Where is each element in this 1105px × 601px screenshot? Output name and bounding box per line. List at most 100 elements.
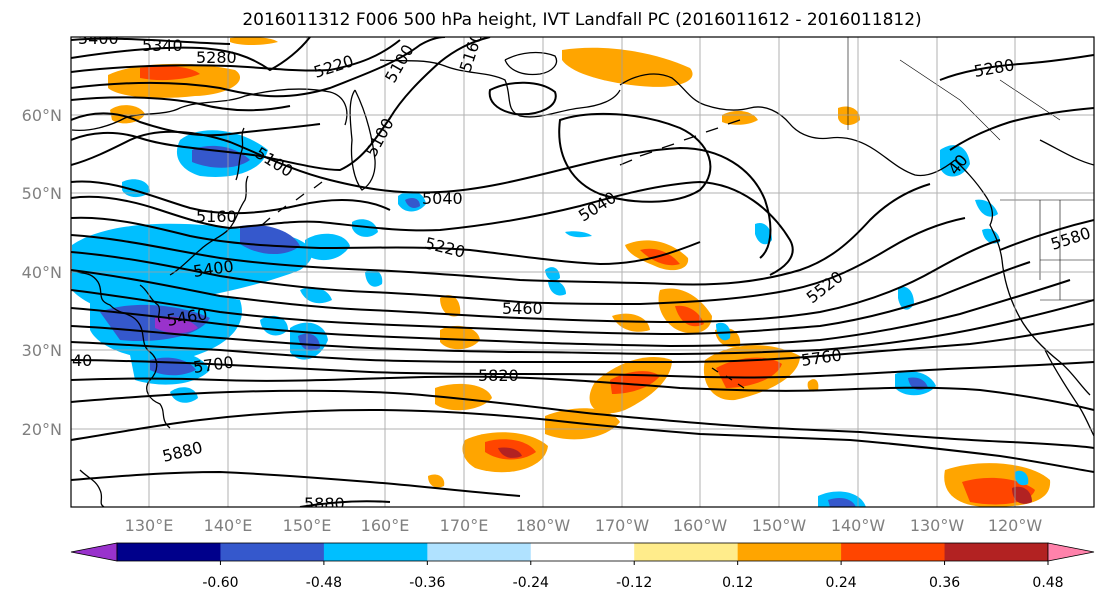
height-contour	[71, 96, 291, 112]
lon-label: 170°W	[595, 516, 650, 535]
coastline-chukotka	[504, 51, 558, 76]
ivt-blob	[640, 248, 680, 266]
ivt-blob	[352, 219, 378, 237]
height-contours	[71, 37, 1094, 507]
height-contour	[71, 389, 1094, 449]
lon-label: 130°W	[910, 516, 965, 535]
ivt-blob	[545, 267, 560, 281]
ivt-blob	[300, 287, 332, 304]
chart-title: 2016011312 F006 500 hPa height, IVT Land…	[242, 10, 921, 30]
graticule	[71, 37, 1094, 507]
colorbar-tick-label: -0.60	[202, 575, 238, 591]
coastline-asia	[71, 269, 171, 429]
colorbar-tick-label: 0.36	[929, 575, 960, 591]
lon-label: 150°W	[752, 516, 807, 535]
lon-label: 130°E	[125, 516, 174, 535]
ivt-blob	[365, 269, 383, 287]
height-contour	[71, 299, 1094, 356]
height-contour	[71, 183, 931, 286]
lat-label: 40°N	[22, 263, 62, 282]
ivt-blob	[548, 280, 566, 296]
colorbar-extend-low	[70, 542, 118, 562]
colorbar-segment	[117, 543, 221, 561]
lon-label: 160°E	[361, 516, 410, 535]
ivt-blob	[230, 37, 278, 45]
contour-label: 5340	[142, 36, 183, 55]
lat-label: 50°N	[22, 184, 62, 203]
lon-label: 140°W	[831, 516, 886, 535]
coastline-uswest	[1001, 259, 1091, 396]
ivt-blob	[140, 66, 200, 81]
height-contour	[71, 130, 772, 259]
colorbar-segment	[634, 543, 739, 561]
coastline-aleutians	[619, 119, 741, 166]
ivt-blob	[440, 295, 461, 317]
coastline-baja	[1044, 349, 1094, 437]
colorbar-tick-label: -0.12	[616, 575, 652, 591]
coastline-sakhalin	[235, 127, 245, 181]
ivt-blob	[565, 231, 592, 238]
ivt-blob	[305, 233, 350, 261]
height-contour	[939, 54, 1094, 81]
ivt-blob	[722, 110, 758, 125]
colorbar-tick-label: 0.48	[1032, 575, 1063, 591]
lon-label: 120°W	[988, 516, 1043, 535]
height-contour	[71, 261, 1031, 336]
ivt-blob	[807, 379, 819, 392]
contour-label: 5160	[196, 207, 237, 226]
coastline-alaska	[619, 73, 956, 177]
contour-label: 5400	[78, 29, 119, 48]
coastline-kamchatka	[349, 89, 376, 191]
ivt-negative-shading	[72, 130, 1029, 507]
colorbar-segment	[737, 543, 842, 561]
colorbar-tick-label: 0.24	[826, 575, 857, 591]
height-contour	[71, 408, 1094, 473]
ivt-blob	[716, 357, 782, 388]
contour-label: 5820	[478, 366, 519, 385]
height-contour	[949, 107, 1094, 151]
colorbar-segment	[944, 543, 1049, 561]
ivt-blob	[1014, 470, 1029, 486]
colorbar-extend-high	[1047, 542, 1095, 562]
colorbar-segment	[220, 543, 325, 561]
height-contour	[71, 180, 391, 215]
ivt-positive-shading	[108, 37, 1051, 507]
lat-label: 60°N	[22, 106, 62, 125]
height-contour	[71, 239, 1001, 324]
height-contour	[71, 359, 1094, 379]
lon-label: 150°E	[283, 516, 332, 535]
height-contour	[71, 37, 446, 98]
contour-label: 5460	[502, 299, 543, 318]
colorbar-tick-label: -0.24	[513, 575, 549, 591]
contour-label: 5040	[422, 189, 463, 208]
height-contour	[71, 217, 966, 306]
height-contour	[71, 375, 1094, 411]
height-contour	[71, 180, 794, 276]
colorbar-segment	[323, 543, 428, 561]
map-frame	[70, 36, 1095, 508]
coastline-philippines	[79, 469, 105, 507]
lon-label: 180°W	[516, 516, 571, 535]
contour-label: 5280	[196, 48, 237, 67]
border-states	[1039, 200, 1094, 301]
colorbar-segment	[530, 543, 635, 561]
height-contour	[71, 279, 1071, 348]
ivt-blob	[838, 106, 860, 126]
colorbar-ticks: -0.60 -0.48 -0.36 -0.24 -0.12 0.12 0.24 0.36 0.4…	[202, 561, 1064, 591]
lat-tick-labels: 60°N 50°N 40°N 30°N 20°N	[22, 106, 62, 439]
height-contour	[71, 470, 521, 497]
ivt-blob	[110, 105, 145, 124]
ivt-blob	[192, 145, 250, 168]
height-contour	[558, 112, 712, 203]
height-contour	[71, 39, 401, 73]
height-contour	[71, 323, 1094, 364]
height-contour	[299, 500, 391, 507]
lon-label: 160°W	[673, 516, 728, 535]
coastline-siberia	[379, 59, 621, 118]
lon-label: 170°E	[440, 516, 489, 535]
colorbar-segment	[841, 543, 946, 561]
ivt-blob	[428, 474, 445, 488]
ivt-blob	[755, 222, 772, 245]
ivt-blob	[498, 447, 522, 458]
